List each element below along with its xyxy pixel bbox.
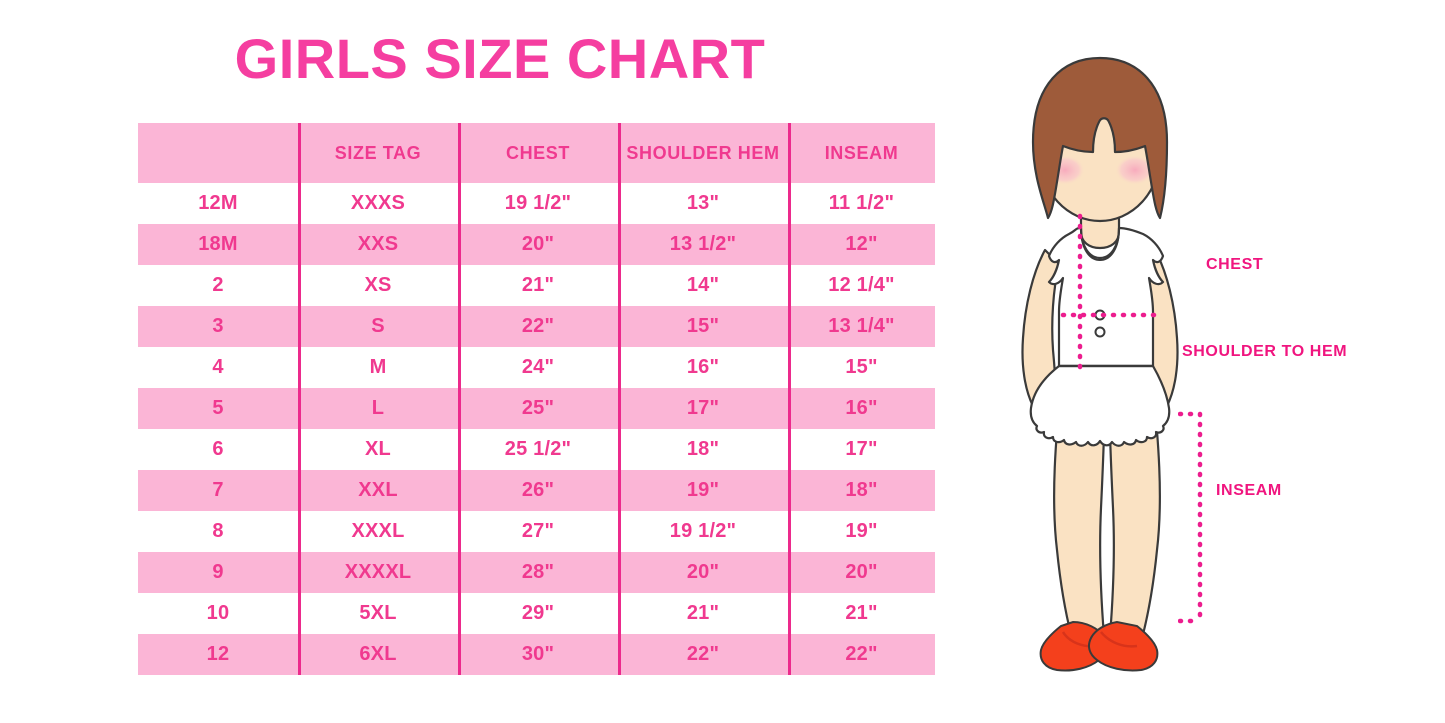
page-title: GIRLS SIZE CHART <box>234 27 766 90</box>
cell-size: 3 <box>138 306 298 347</box>
cell-shoulder-hem: 22" <box>618 634 788 675</box>
cell-inseam: 12 1/4" <box>788 265 935 306</box>
cell-chest: 22" <box>458 306 618 347</box>
table-header-row: SIZE TAG CHEST SHOULDER HEM INSEAM <box>138 123 935 183</box>
cell-size-tag: XXS <box>298 224 458 265</box>
cell-inseam: 13 1/4" <box>788 306 935 347</box>
cell-size-tag: M <box>298 347 458 388</box>
cell-inseam: 21" <box>788 593 935 634</box>
cell-size-tag: L <box>298 388 458 429</box>
table-row: 9 XXXXL 28" 20" 20" <box>138 552 935 593</box>
cell-shoulder-hem: 13 1/2" <box>618 224 788 265</box>
cell-chest: 29" <box>458 593 618 634</box>
cell-shoulder-hem: 15" <box>618 306 788 347</box>
cell-shoulder-hem: 17" <box>618 388 788 429</box>
callout-label-chest: CHEST <box>1206 256 1264 273</box>
cell-inseam: 22" <box>788 634 935 675</box>
garment-skirt <box>1029 364 1171 447</box>
cell-size: 10 <box>138 593 298 634</box>
table-row: 18M XXS 20" 13 1/2" 12" <box>138 224 935 265</box>
cell-size: 4 <box>138 347 298 388</box>
cell-chest: 30" <box>458 634 618 675</box>
cell-inseam: 16" <box>788 388 935 429</box>
cell-size: 18M <box>138 224 298 265</box>
cell-inseam: 15" <box>788 347 935 388</box>
cell-chest: 27" <box>458 511 618 552</box>
cell-size-tag: XXXS <box>298 183 458 224</box>
shoes-group <box>1039 620 1159 672</box>
size-chart-table-container: SIZE TAG CHEST SHOULDER HEM INSEAM 12M XX… <box>138 123 935 675</box>
cell-size: 9 <box>138 552 298 593</box>
table-row: 7 XXL 26" 19" 18" <box>138 470 935 511</box>
cell-inseam: 20" <box>788 552 935 593</box>
size-chart-table: SIZE TAG CHEST SHOULDER HEM INSEAM 12M XX… <box>138 123 935 675</box>
column-header-shoulder-hem: SHOULDER HEM <box>618 123 788 183</box>
cell-shoulder-hem: 16" <box>618 347 788 388</box>
cell-size: 6 <box>138 429 298 470</box>
cell-shoulder-hem: 13" <box>618 183 788 224</box>
cell-size-tag: XL <box>298 429 458 470</box>
cell-shoulder-hem: 19" <box>618 470 788 511</box>
table-row: 5 L 25" 17" 16" <box>138 388 935 429</box>
cell-chest: 20" <box>458 224 618 265</box>
table-row: 8 XXXL 27" 19 1/2" 19" <box>138 511 935 552</box>
cell-size-tag: XS <box>298 265 458 306</box>
column-header-inseam: INSEAM <box>788 123 935 183</box>
cell-size: 12 <box>138 634 298 675</box>
cell-size-tag: 6XL <box>298 634 458 675</box>
table-body: 12M XXXS 19 1/2" 13" 11 1/2" 18M XXS 20" 13 1/2"… <box>138 183 935 675</box>
cell-chest: 25" <box>458 388 618 429</box>
cell-size-tag: XXXXL <box>298 552 458 593</box>
cell-shoulder-hem: 21" <box>618 593 788 634</box>
cell-shoulder-hem: 14" <box>618 265 788 306</box>
cell-size: 2 <box>138 265 298 306</box>
column-header-chest: CHEST <box>458 123 618 183</box>
cell-size-tag: S <box>298 306 458 347</box>
callout-label-shoulder-to-hem: SHOULDER TO HEM <box>1182 343 1348 360</box>
cell-shoulder-hem: 18" <box>618 429 788 470</box>
cell-inseam: 12" <box>788 224 935 265</box>
table-row: 4 M 24" 16" 15" <box>138 347 935 388</box>
table-row: 3 S 22" 15" 13 1/4" <box>138 306 935 347</box>
table-row: 10 5XL 29" 21" 21" <box>138 593 935 634</box>
cell-size-tag: XXL <box>298 470 458 511</box>
cell-chest: 24" <box>458 347 618 388</box>
hair <box>1031 56 1169 220</box>
cell-shoulder-hem: 20" <box>618 552 788 593</box>
measurement-lines <box>1060 213 1163 370</box>
cell-chest: 21" <box>458 265 618 306</box>
column-header-size-tag: SIZE TAG <box>298 123 458 183</box>
table-row: 6 XL 25 1/2" 18" 17" <box>138 429 935 470</box>
button-lower <box>1094 326 1106 338</box>
inseam-bracket <box>1178 411 1203 624</box>
column-header-size <box>138 123 298 183</box>
table-row: 12 6XL 30" 22" 22" <box>138 634 935 675</box>
cell-chest: 26" <box>458 470 618 511</box>
cell-size: 12M <box>138 183 298 224</box>
cell-inseam: 17" <box>788 429 935 470</box>
table-row: 2 XS 21" 14" 12 1/4" <box>138 265 935 306</box>
cell-chest: 25 1/2" <box>458 429 618 470</box>
cell-chest: 28" <box>458 552 618 593</box>
cell-inseam: 11 1/2" <box>788 183 935 224</box>
cell-inseam: 18" <box>788 470 935 511</box>
blush-right <box>1115 155 1155 185</box>
callout-label-inseam: INSEAM <box>1216 482 1282 499</box>
table-header: SIZE TAG CHEST SHOULDER HEM INSEAM <box>138 123 935 183</box>
cell-size: 5 <box>138 388 298 429</box>
cell-size: 7 <box>138 470 298 511</box>
table-row: 12M XXXS 19 1/2" 13" 11 1/2" <box>138 183 935 224</box>
cell-chest: 19 1/2" <box>458 183 618 224</box>
head-group <box>1031 56 1169 223</box>
cell-size-tag: 5XL <box>298 593 458 634</box>
cell-shoulder-hem: 19 1/2" <box>618 511 788 552</box>
girl-figure-illustration <box>985 50 1215 680</box>
cell-size-tag: XXXL <box>298 511 458 552</box>
cell-size: 8 <box>138 511 298 552</box>
cell-inseam: 19" <box>788 511 935 552</box>
garment-top <box>1047 226 1165 368</box>
